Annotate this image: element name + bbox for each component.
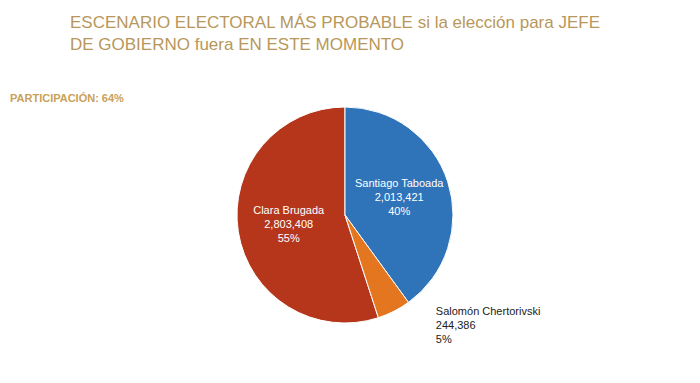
svg-text:55%: 55%	[278, 232, 300, 244]
svg-text:Santiago Taboada: Santiago Taboada	[355, 177, 444, 189]
svg-text:2,013,421: 2,013,421	[375, 191, 424, 203]
svg-text:Salomón Chertorivski: Salomón Chertorivski	[436, 305, 541, 317]
svg-text:DE GOBIERNO fuera EN ESTE MOME: DE GOBIERNO fuera EN ESTE MOMENTO	[70, 35, 404, 54]
svg-text:2,803,408: 2,803,408	[264, 218, 313, 230]
svg-text:40%: 40%	[388, 205, 410, 217]
svg-text:244,386: 244,386	[436, 319, 476, 331]
svg-text:Clara Brugada: Clara Brugada	[253, 204, 325, 216]
svg-text:5%: 5%	[436, 333, 452, 345]
svg-text:PARTICIPACIÓN: 64%: PARTICIPACIÓN: 64%	[10, 92, 124, 104]
svg-text:ESCENARIO ELECTORAL MÁS PROBAB: ESCENARIO ELECTORAL MÁS PROBABLE si la e…	[70, 13, 605, 32]
